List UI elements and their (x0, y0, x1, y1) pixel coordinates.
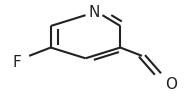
Text: N: N (88, 5, 100, 20)
Text: O: O (165, 77, 177, 92)
Text: F: F (13, 55, 21, 70)
